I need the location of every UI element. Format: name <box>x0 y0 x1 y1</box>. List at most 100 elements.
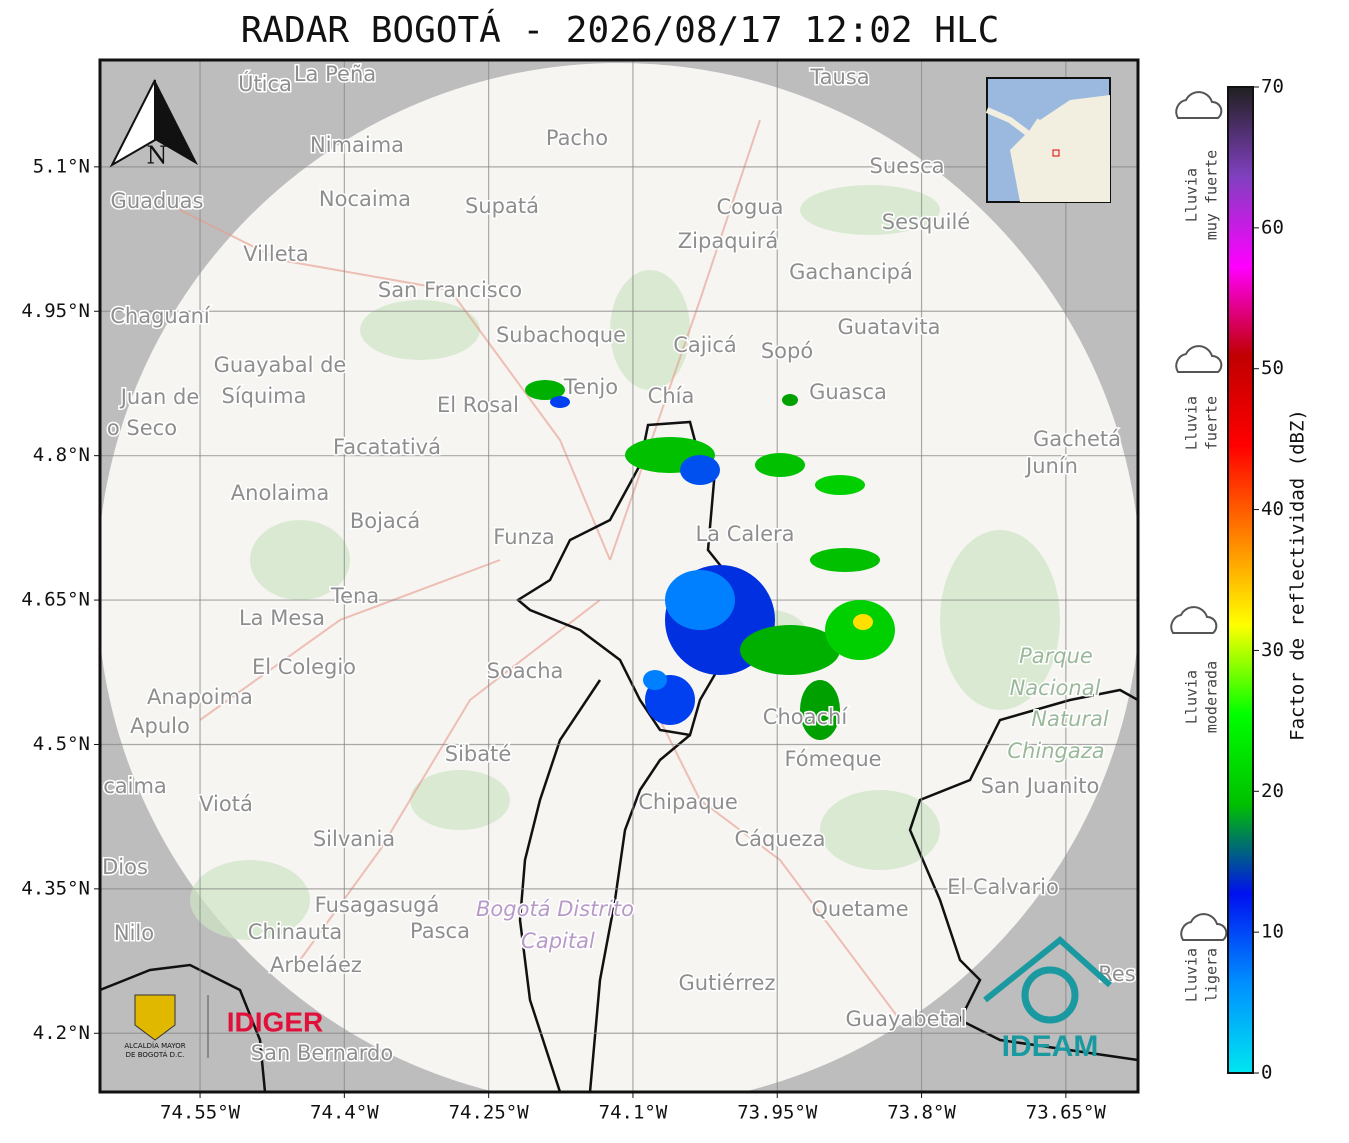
place-label: Chaguaní <box>110 304 211 328</box>
place-label: o Seco <box>107 416 177 440</box>
place-label: Suesca <box>870 154 945 178</box>
place-label: Nacional <box>1010 676 1101 700</box>
place-label: Cajicá <box>673 333 737 357</box>
rain-level-label: moderada <box>1203 661 1221 733</box>
place-label: Zipaquirá <box>678 229 778 253</box>
place-label: Tausa <box>809 65 869 89</box>
place-label: Nimaima <box>310 133 404 157</box>
map-frame <box>98 58 1140 1094</box>
place-label: La Mesa <box>239 606 325 630</box>
place-label: Guayabetal <box>846 1007 967 1031</box>
place-label: Junín <box>1024 454 1078 478</box>
rain-level-label: fuerte <box>1203 396 1221 450</box>
rain-level-label: Lluvia <box>1183 670 1201 724</box>
x-tick-label: 74.4°W <box>310 1102 379 1124</box>
rain-level-label: muy fuerte <box>1203 150 1221 240</box>
idiger-logo: IDIGER <box>227 1006 323 1037</box>
colorbar-tick-label: 60 <box>1261 216 1284 238</box>
place-label: Arbeláez <box>270 953 362 977</box>
rain-level-label: Lluvia <box>1183 168 1201 222</box>
colorbar-label: Factor de reflectividad (dBZ) <box>1287 409 1309 741</box>
place-label: Facatativá <box>333 435 441 459</box>
place-label: Nilo <box>114 921 154 945</box>
place-label: Dios <box>102 855 148 879</box>
north-label: N <box>147 142 168 170</box>
radar-echoes <box>525 380 895 740</box>
place-label: San Bernardo <box>251 1041 393 1065</box>
colorbar-scale <box>1227 86 1254 1074</box>
place-label: El Calvario <box>947 875 1059 899</box>
place-label: Capital <box>521 929 595 953</box>
colorbar-tick-label: 50 <box>1261 357 1284 379</box>
place-label: Viotá <box>199 792 253 816</box>
colorbar-tick-label: 10 <box>1261 921 1284 943</box>
place-label: El Rosal <box>437 393 519 417</box>
colorbar-tick-label: 30 <box>1261 639 1284 661</box>
place-label: Sibaté <box>445 742 512 766</box>
place-label: Choachí <box>763 705 849 729</box>
x-tick-label: 73.65°W <box>1026 1102 1107 1124</box>
place-label: Supatá <box>465 194 539 218</box>
place-label: La Calera <box>695 522 794 546</box>
rain-level-label: Lluvia <box>1183 396 1201 450</box>
y-tick-label: 4.35°N <box>21 877 90 899</box>
colorbar-tick-label: 70 <box>1261 76 1284 98</box>
place-label: Funza <box>493 525 554 549</box>
place-label: Bogotá Distrito <box>476 897 634 921</box>
place-label: Guatavita <box>838 315 941 339</box>
place-label: Sopó <box>761 339 813 363</box>
place-label: Síquima <box>222 384 307 408</box>
north-arrow: N <box>109 79 198 170</box>
place-label: Pasca <box>410 919 470 943</box>
place-label: San Juanito <box>981 774 1100 798</box>
place-label: Gutiérrez <box>679 971 776 995</box>
rain-level-label: ligera <box>1203 948 1221 1002</box>
alcaldia-line: ALCALDÍA MAYOR <box>124 1041 185 1050</box>
inset-map <box>985 77 1111 203</box>
y-tick-label: 4.8°N <box>33 444 90 466</box>
place-label: Sesquilé <box>882 210 970 234</box>
alcaldia-line: DE BOGOTÁ D.C. <box>126 1050 185 1059</box>
rain-icons <box>1170 91 1228 941</box>
place-label: Anolaima <box>231 481 329 505</box>
place-label: Guayabal de <box>214 353 347 377</box>
colorbar-tick-label: 0 <box>1261 1062 1272 1084</box>
place-labels: Útica La Peña Tausa Pacho Nimaima Guaduas Noca… <box>101 61 1138 1067</box>
place-label: Fusagasugá <box>315 893 440 917</box>
place-label: Guaduas <box>111 189 204 213</box>
title: RADAR BOGOTÁ - 2026/08/17 12:02 HLC <box>241 9 1000 51</box>
place-label: Subachoque <box>496 323 626 347</box>
place-label: Fómeque <box>784 747 881 771</box>
place-label: caima <box>103 774 167 798</box>
place-label: Cogua <box>716 195 783 219</box>
colorbar-tick-label: 20 <box>1261 780 1284 802</box>
place-label: Natural <box>1031 707 1109 731</box>
y-tick-label: 4.65°N <box>21 589 90 611</box>
place-label: San Francisco <box>378 278 522 302</box>
ideam-logo: IDEAM <box>1002 1030 1099 1063</box>
place-label: Soacha <box>487 659 564 683</box>
axes: 74.55°W 74.4°W 74.25°W 74.1°W 73.95°W 73.8°W 7… <box>21 155 1106 1123</box>
colorbar: 0 10 20 30 40 50 60 70 Factor de reflectividad (… <box>1183 76 1309 1084</box>
place-label: La Peña <box>294 62 376 86</box>
place-label: Tena <box>330 584 379 608</box>
y-tick-label: 4.2°N <box>33 1022 90 1044</box>
place-label: Gachetá <box>1033 427 1121 451</box>
place-label: Nocaima <box>319 187 411 211</box>
place-label: Apulo <box>130 714 190 738</box>
x-tick-label: 74.1°W <box>599 1102 668 1124</box>
y-tick-label: 4.95°N <box>21 300 90 322</box>
place-label: Parque <box>1019 644 1093 668</box>
place-label: Útica <box>238 71 292 96</box>
place-label: Juan de <box>119 385 200 409</box>
place-label: Bojacá <box>350 509 420 533</box>
place-label: Anapoima <box>147 685 253 709</box>
x-tick-label: 74.25°W <box>449 1102 530 1124</box>
colorbar-tick-label: 40 <box>1261 498 1284 520</box>
place-label: Tenjo <box>563 375 618 399</box>
place-label: Gachancipá <box>789 260 913 284</box>
place-label: Chipaque <box>638 790 738 814</box>
place-label: Silvania <box>313 827 395 851</box>
place-label: El Colegio <box>252 655 356 679</box>
x-tick-label: 73.95°W <box>737 1102 818 1124</box>
